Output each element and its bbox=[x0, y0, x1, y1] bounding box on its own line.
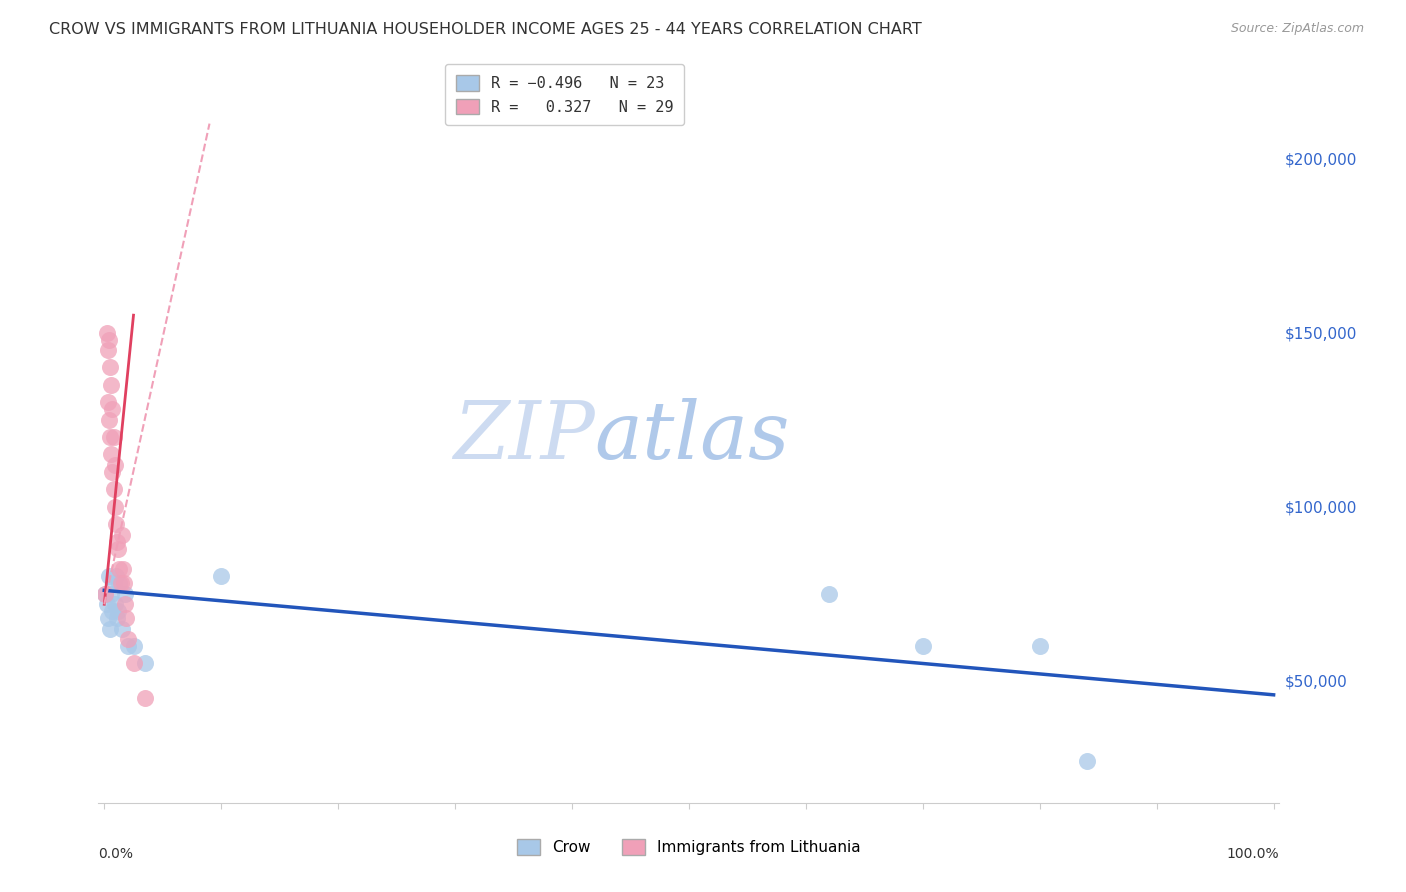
Point bbox=[104, 458, 127, 472]
Point bbox=[94, 587, 117, 601]
Point bbox=[117, 632, 139, 646]
Point bbox=[98, 360, 121, 375]
Point bbox=[100, 587, 122, 601]
Point bbox=[122, 657, 145, 671]
Point bbox=[134, 657, 156, 671]
Point bbox=[1076, 754, 1098, 768]
Point bbox=[114, 597, 136, 611]
Point bbox=[111, 562, 134, 576]
Point bbox=[104, 517, 127, 532]
Point bbox=[101, 402, 124, 417]
Point bbox=[97, 611, 120, 625]
Point bbox=[108, 576, 131, 591]
Point bbox=[101, 604, 124, 618]
Point bbox=[104, 569, 127, 583]
Point bbox=[97, 333, 120, 347]
Text: 0.0%: 0.0% bbox=[98, 847, 134, 861]
Point bbox=[111, 622, 134, 636]
Point bbox=[108, 562, 131, 576]
Point bbox=[94, 587, 117, 601]
Point bbox=[115, 611, 138, 625]
Legend: Crow, Immigrants from Lithuania: Crow, Immigrants from Lithuania bbox=[509, 830, 869, 864]
Text: ZIP: ZIP bbox=[453, 399, 595, 475]
Point bbox=[112, 576, 135, 591]
Point bbox=[104, 500, 127, 514]
Point bbox=[105, 534, 128, 549]
Point bbox=[97, 395, 120, 409]
Point bbox=[114, 587, 136, 601]
Point bbox=[101, 465, 124, 479]
Text: Source: ZipAtlas.com: Source: ZipAtlas.com bbox=[1230, 22, 1364, 36]
Point bbox=[96, 326, 118, 340]
Point bbox=[100, 377, 122, 392]
Text: atlas: atlas bbox=[595, 399, 790, 475]
Point bbox=[98, 430, 121, 444]
Point bbox=[1029, 639, 1052, 653]
Point bbox=[105, 611, 128, 625]
Point bbox=[134, 691, 156, 706]
Point bbox=[97, 569, 120, 583]
Point bbox=[209, 569, 232, 583]
Point bbox=[911, 639, 934, 653]
Point bbox=[103, 576, 125, 591]
Point bbox=[97, 412, 120, 426]
Point bbox=[122, 639, 145, 653]
Point bbox=[107, 604, 129, 618]
Text: CROW VS IMMIGRANTS FROM LITHUANIA HOUSEHOLDER INCOME AGES 25 - 44 YEARS CORRELAT: CROW VS IMMIGRANTS FROM LITHUANIA HOUSEH… bbox=[49, 22, 922, 37]
Point bbox=[98, 622, 121, 636]
Point bbox=[103, 483, 125, 497]
Point bbox=[96, 597, 118, 611]
Point bbox=[97, 343, 120, 357]
Point bbox=[107, 541, 129, 556]
Point bbox=[103, 430, 125, 444]
Point bbox=[104, 597, 127, 611]
Point bbox=[111, 527, 134, 541]
Text: 100.0%: 100.0% bbox=[1227, 847, 1279, 861]
Point bbox=[100, 448, 122, 462]
Point bbox=[818, 587, 841, 601]
Point bbox=[110, 576, 132, 591]
Point bbox=[117, 639, 139, 653]
